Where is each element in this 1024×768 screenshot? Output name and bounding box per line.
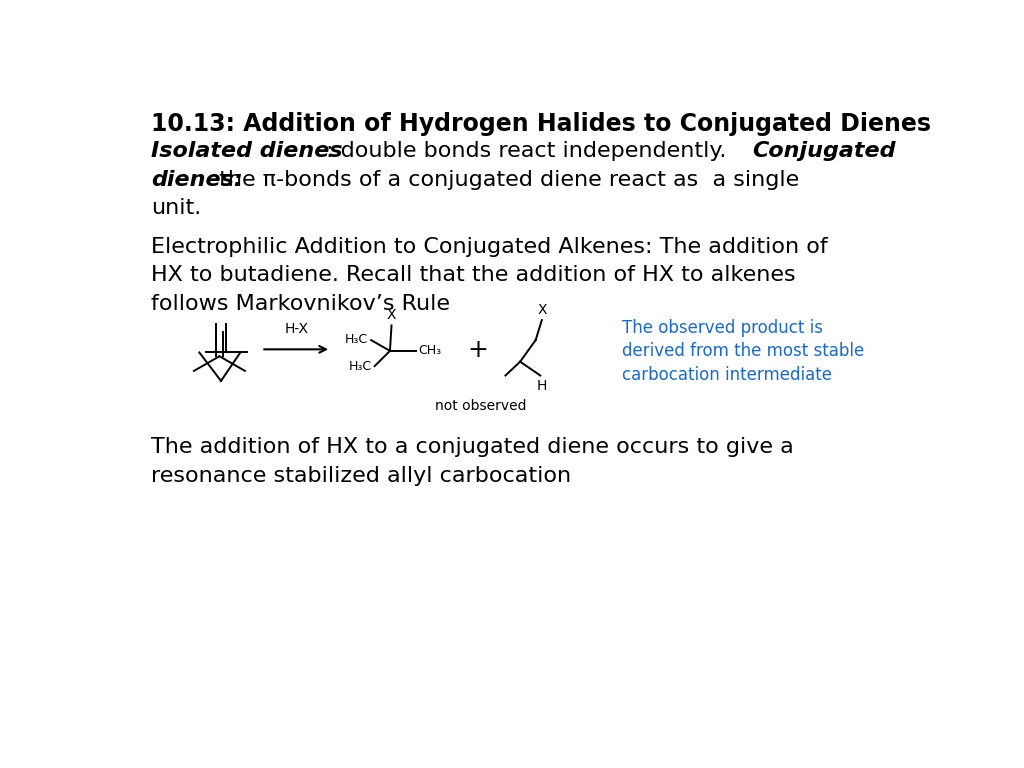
Text: The addition of HX to a conjugated diene occurs to give a: The addition of HX to a conjugated diene…	[152, 437, 794, 457]
Text: The observed product is: The observed product is	[623, 319, 823, 336]
Text: the π-bonds of a conjugated diene react as  a single: the π-bonds of a conjugated diene react …	[212, 170, 799, 190]
Text: : double bonds react independently.: : double bonds react independently.	[326, 141, 748, 161]
Text: Electrophilic Addition to Conjugated Alkenes: The addition of: Electrophilic Addition to Conjugated Alk…	[152, 237, 828, 257]
Text: derived from the most stable: derived from the most stable	[623, 343, 864, 360]
Text: X: X	[387, 309, 396, 323]
Text: H₃C: H₃C	[348, 360, 372, 373]
Text: X: X	[538, 303, 547, 317]
Text: +: +	[468, 338, 488, 362]
Text: follows Markovnikov’s Rule: follows Markovnikov’s Rule	[152, 294, 451, 314]
Text: dienes:: dienes:	[152, 170, 243, 190]
Text: HX to butadiene. Recall that the addition of HX to alkenes: HX to butadiene. Recall that the additio…	[152, 266, 796, 286]
Text: not observed: not observed	[435, 399, 526, 412]
Text: Isolated dienes: Isolated dienes	[152, 141, 343, 161]
Text: unit.: unit.	[152, 198, 202, 218]
Text: H₃C: H₃C	[345, 333, 368, 346]
Text: H: H	[537, 379, 547, 392]
Text: 10.13: Addition of Hydrogen Halides to Conjugated Dienes: 10.13: Addition of Hydrogen Halides to C…	[152, 112, 931, 136]
Text: H-X: H-X	[285, 323, 308, 336]
Text: CH₃: CH₃	[419, 344, 441, 357]
Text: carbocation intermediate: carbocation intermediate	[623, 366, 833, 384]
Text: Conjugated: Conjugated	[752, 141, 895, 161]
Text: resonance stabilized allyl carbocation: resonance stabilized allyl carbocation	[152, 465, 571, 485]
